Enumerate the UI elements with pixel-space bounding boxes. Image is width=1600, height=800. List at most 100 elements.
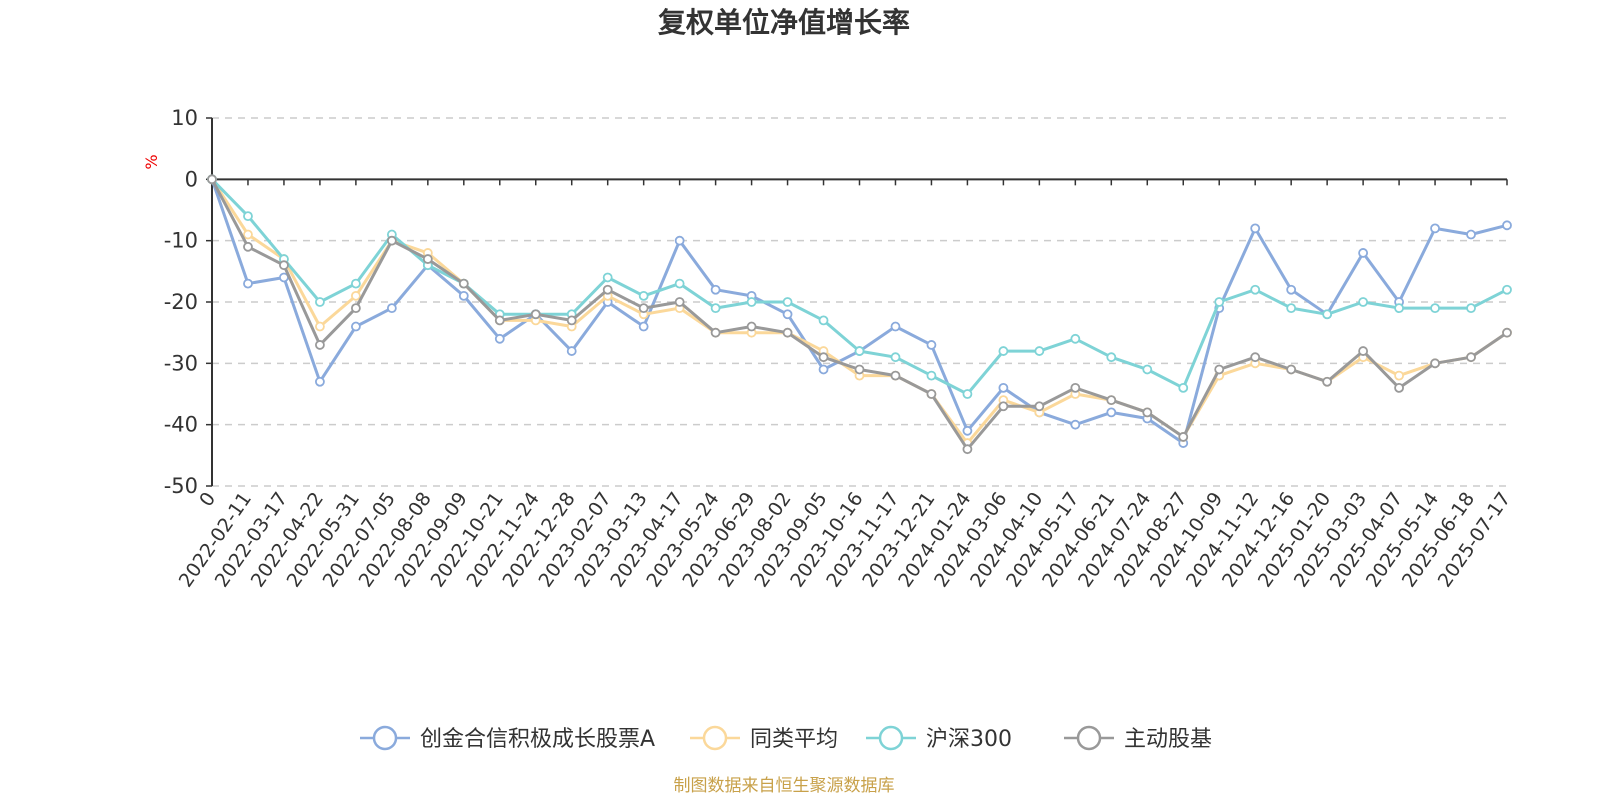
data-point <box>315 376 325 387</box>
data-point <box>1214 364 1225 375</box>
data-point <box>1502 327 1512 338</box>
data-point <box>494 315 505 326</box>
data-point <box>1214 297 1225 307</box>
y-tick-label: -10 <box>164 229 198 253</box>
data-point <box>998 346 1009 356</box>
series-group <box>207 174 1512 455</box>
y-tick-label: -30 <box>164 351 198 375</box>
data-point <box>1106 407 1117 418</box>
data-point <box>962 425 973 436</box>
data-point <box>1502 284 1512 295</box>
data-point <box>350 321 361 332</box>
data-point <box>315 321 325 332</box>
data-point <box>350 278 361 289</box>
data-point <box>638 321 649 332</box>
data-point <box>1358 346 1369 356</box>
data-point <box>602 284 613 295</box>
legend-marker <box>702 725 728 751</box>
data-point <box>1178 382 1189 393</box>
data-point <box>530 309 541 320</box>
data-point <box>818 315 829 326</box>
legend-label: 同类平均 <box>750 727 838 752</box>
data-point <box>1250 352 1261 363</box>
data-point <box>962 389 973 399</box>
legend-item[interactable]: 同类平均 <box>690 725 838 752</box>
data-point <box>962 444 973 455</box>
data-point <box>1250 223 1261 234</box>
axes <box>206 117 1508 487</box>
data-point <box>674 235 685 246</box>
data-point <box>890 352 901 363</box>
data-point <box>1466 229 1476 240</box>
x-tick-labels: 02022-02-112022-03-172022-04-222022-05-3… <box>175 488 1515 591</box>
data-point <box>1070 419 1081 430</box>
y-tick-label: -40 <box>164 413 198 437</box>
data-point <box>1286 284 1297 295</box>
data-point <box>1286 303 1297 314</box>
gridlines <box>212 117 1507 487</box>
y-tick-label: -20 <box>164 290 198 314</box>
data-point <box>566 315 577 326</box>
data-point <box>854 364 865 375</box>
data-point <box>458 278 469 289</box>
data-point <box>243 278 253 289</box>
data-point <box>818 364 829 375</box>
data-source-note: 制图数据来自恒生聚源数据库 <box>674 776 895 796</box>
data-point <box>1070 382 1081 393</box>
data-point <box>1034 401 1045 412</box>
y-tick-label: 0 <box>185 167 198 191</box>
data-point <box>746 297 757 307</box>
y-tick-label: 10 <box>171 106 198 130</box>
data-point <box>1466 303 1476 314</box>
data-point <box>710 327 721 338</box>
data-point <box>1466 352 1476 363</box>
data-point <box>1070 333 1081 344</box>
data-point <box>243 241 253 252</box>
data-point <box>710 303 721 314</box>
legend-item[interactable]: 创金合信积极成长股票A <box>360 725 655 752</box>
legend-marker <box>372 725 398 751</box>
data-point <box>566 346 577 356</box>
data-point <box>1106 352 1117 363</box>
data-point <box>1358 297 1369 307</box>
data-point <box>243 229 253 240</box>
y-tick-label: -50 <box>164 474 198 498</box>
data-point <box>1142 407 1153 418</box>
data-point <box>926 340 937 350</box>
chart-title: 复权单位净值增长率 <box>658 6 910 39</box>
data-point <box>1322 376 1333 387</box>
data-point <box>998 382 1009 393</box>
data-point <box>1430 358 1440 369</box>
data-point <box>315 340 325 350</box>
data-point <box>890 321 901 332</box>
series-lines <box>207 174 1512 455</box>
y-axis-unit: % <box>142 154 161 169</box>
legend-marker <box>1076 725 1102 751</box>
data-point <box>746 321 757 332</box>
data-point <box>207 174 217 185</box>
data-point <box>386 303 397 314</box>
data-point <box>674 297 685 307</box>
data-point <box>890 370 901 381</box>
data-point <box>243 211 253 222</box>
legend-item[interactable]: 沪深300 <box>866 725 1012 752</box>
data-point <box>926 370 937 381</box>
legend-marker <box>878 725 904 751</box>
data-point <box>1178 432 1189 442</box>
data-point <box>1394 382 1404 393</box>
data-point <box>1142 364 1153 375</box>
data-point <box>1430 223 1440 234</box>
data-point <box>422 254 433 264</box>
data-point <box>782 327 793 338</box>
data-point <box>279 260 289 271</box>
data-point <box>998 401 1009 412</box>
data-point <box>926 389 937 399</box>
data-point <box>638 303 649 314</box>
legend[interactable]: 创金合信积极成长股票A 同类平均 沪深300 主动股基 <box>360 725 1212 752</box>
legend-item[interactable]: 主动股基 <box>1064 725 1212 752</box>
data-point <box>782 297 793 307</box>
data-point <box>1394 303 1404 314</box>
legend-label: 主动股基 <box>1124 727 1212 752</box>
data-point <box>710 284 721 295</box>
